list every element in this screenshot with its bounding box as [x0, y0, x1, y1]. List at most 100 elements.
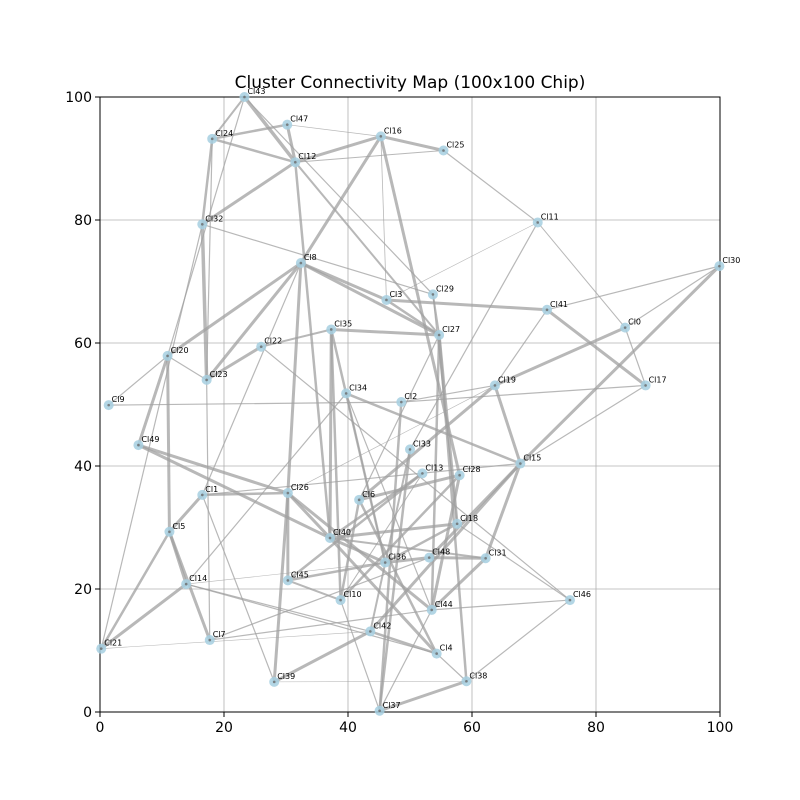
edge-Cl8-Cl26	[286, 261, 303, 495]
node-center-Cl25	[442, 149, 445, 152]
node-center-Cl35	[329, 328, 333, 331]
edge-Cl19-Cl15	[493, 383, 522, 466]
node-label-Cl35: Cl35	[334, 319, 352, 328]
edge-Cl35-Cl40	[328, 327, 333, 540]
edge-Cl35-Cl27	[329, 327, 441, 337]
edge-Cl25-Cl11	[442, 149, 539, 224]
edge-Cl33-Cl42	[369, 448, 411, 633]
edge-Cl12-Cl16	[293, 134, 383, 164]
edge-Cl11-Cl33	[409, 221, 539, 450]
x-tick-label: 0	[96, 720, 105, 736]
edge-Cl30-Cl41	[546, 265, 720, 311]
edge-Cl34-Cl36	[345, 392, 386, 564]
node-center-Cl13	[421, 472, 424, 475]
edge-Cl1-Cl5	[167, 493, 204, 534]
edge-Cl40-Cl36	[328, 536, 387, 565]
plot-frame	[99, 96, 721, 713]
x-tick-label: 40	[339, 720, 357, 736]
edge-Cl42-Cl21	[100, 631, 371, 649]
node-label-Cl28: Cl28	[463, 465, 481, 474]
node-center-Cl43	[243, 95, 246, 99]
edge-Cl48-Cl31	[427, 556, 488, 560]
node-center-Cl1	[201, 493, 204, 497]
node-label-Cl37: Cl37	[383, 701, 401, 710]
edge-Cl2-Cl19	[400, 384, 496, 403]
x-tick-label: 20	[215, 720, 233, 736]
edge-Cl43-Cl12	[242, 95, 298, 164]
chart-title: Cluster Connectivity Map (100x100 Chip)	[235, 73, 586, 93]
node-label-Cl27: Cl27	[442, 325, 460, 334]
edge-Cl11-Cl0	[537, 221, 626, 329]
edge-Cl0-Cl17	[624, 327, 647, 387]
edge-Cl21-Cl32	[100, 223, 203, 650]
edge-Cl47-Cl16	[286, 124, 382, 137]
edge-Cl35-Cl10	[330, 328, 342, 602]
node-center-Cl3	[385, 298, 388, 302]
edge-Cl1-Cl39	[201, 494, 275, 683]
edge-Cl18-Cl40	[328, 522, 459, 540]
edge-Cl43-Cl29	[243, 96, 434, 296]
node-center-Cl8	[299, 261, 303, 265]
node-label-Cl44: Cl44	[435, 600, 453, 609]
edge-Cl42-Cl4	[369, 630, 438, 655]
node-label-Cl40: Cl40	[333, 528, 351, 537]
node-label-Cl13: Cl13	[425, 463, 443, 472]
edge-Cl5-Cl21	[99, 530, 171, 650]
node-center-Cl37	[378, 709, 381, 713]
node-label-Cl49: Cl49	[141, 435, 159, 444]
node-center-Cl14	[184, 582, 188, 586]
edge-Cl7-Cl44	[209, 609, 433, 641]
node-center-Cl32	[201, 223, 204, 226]
node-label-Cl29: Cl29	[436, 284, 454, 293]
node-label-Cl18: Cl18	[460, 514, 478, 523]
edge-Cl44-Cl37	[379, 609, 433, 712]
axis-ticks: 0 20 40 60 80 100 0 20 40 60 80 100	[65, 90, 733, 736]
node-center-Cl40	[328, 536, 332, 540]
node-label-Cl0: Cl0	[628, 318, 641, 327]
edge-Cl22-Cl23	[205, 345, 263, 382]
node-center-Cl45	[286, 579, 290, 582]
edge-Cl12-Cl32	[200, 160, 297, 226]
edge-Cl26-Cl39	[272, 491, 290, 684]
edge-Cl15-Cl1	[201, 462, 521, 496]
edge-Cl41-Cl19	[494, 309, 548, 387]
edge-Cl2-Cl17	[400, 384, 647, 403]
node-label-Cl7: Cl7	[213, 630, 226, 639]
edge-Cl16-Cl25	[379, 134, 445, 153]
node-center-Cl34	[344, 392, 348, 395]
node-label-Cl20: Cl20	[171, 346, 189, 355]
node-center-Cl21	[99, 647, 103, 650]
node-label-Cl46: Cl46	[573, 590, 591, 599]
edge-Cl37-Cl38	[378, 679, 468, 713]
node-label-Cl26: Cl26	[291, 483, 309, 492]
edge-Cl35-Cl22	[260, 328, 333, 348]
node-label-Cl9: Cl9	[112, 395, 125, 404]
edge-Cl8-Cl23	[205, 261, 303, 382]
node-center-Cl44	[430, 608, 434, 612]
edge-Cl17-Cl15	[519, 384, 647, 465]
node-center-Cl0	[623, 326, 627, 329]
node-center-Cl41	[545, 308, 549, 312]
edge-Cl39-Cl38	[273, 680, 467, 683]
node-label-Cl38: Cl38	[469, 671, 487, 680]
node-center-Cl18	[455, 522, 459, 526]
node-label-Cl3: Cl3	[389, 290, 402, 299]
node-label-Cl14: Cl14	[189, 574, 207, 583]
edge-Cl16-Cl8	[299, 134, 383, 265]
node-center-Cl12	[294, 160, 297, 164]
node-label-Cl16: Cl16	[384, 126, 402, 135]
edge-Cl12-Cl27	[294, 161, 441, 337]
edge-Cl13-Cl10	[340, 472, 423, 601]
node-center-Cl6	[357, 498, 361, 502]
edge-Cl20-Cl9	[108, 355, 169, 406]
node-label-Cl5: Cl5	[172, 522, 185, 531]
edge-Cl18-Cl36	[383, 522, 459, 564]
node-label-Cl10: Cl10	[344, 590, 362, 599]
edges-layer	[99, 95, 721, 713]
node-center-Cl4	[435, 652, 438, 655]
node-label-Cl12: Cl12	[298, 152, 316, 161]
edge-Cl44-Cl46	[431, 599, 571, 611]
edge-Cl15-Cl42	[368, 462, 522, 633]
edge-Cl43-Cl24	[211, 96, 246, 140]
node-center-Cl23	[205, 378, 208, 382]
